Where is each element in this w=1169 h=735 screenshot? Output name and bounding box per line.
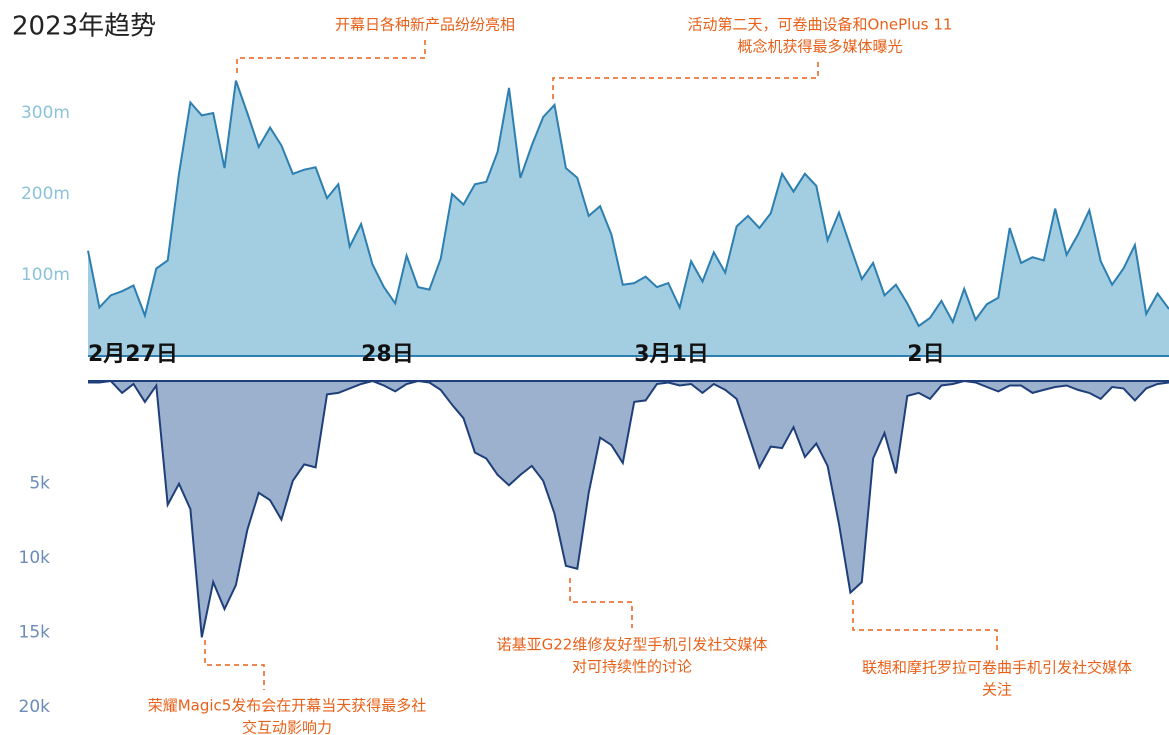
annotation-text: 联想和摩托罗拉可卷曲手机引发社交媒体 <box>862 659 1132 677</box>
x-tick-label: 28日 <box>361 342 414 367</box>
annotation-leader <box>236 40 426 76</box>
area-line <box>88 379 1169 638</box>
annotation-text: 对可持续性的讨论 <box>572 658 692 676</box>
x-tick-label: 2日 <box>907 342 944 367</box>
annotation-leader <box>569 578 633 628</box>
y-tick-label: 300m <box>21 103 70 123</box>
y-tick-label: 20k <box>19 697 51 717</box>
y-tick-label: 5k <box>29 474 50 494</box>
chart-title: 2023年趋势 <box>12 12 156 42</box>
y-tick-label: 15k <box>19 623 51 643</box>
annotation-text: 交互动影响力 <box>242 719 332 735</box>
y-tick-label: 200m <box>21 184 70 204</box>
y-tick-label: 100m <box>21 265 70 285</box>
annotation-text: 关注 <box>982 681 1012 699</box>
x-tick-label: 2月27日 <box>88 342 178 367</box>
annotation-text: 概念机获得最多媒体曝光 <box>737 38 902 56</box>
annotation-leader <box>852 600 998 652</box>
annotation-text: 荣耀Magic5发布会在开幕当天获得最多社 <box>148 697 427 715</box>
annotation-leader <box>552 62 819 100</box>
annotation-leader <box>204 640 265 690</box>
x-tick-label: 3月1日 <box>634 342 709 367</box>
area-line <box>87 80 1169 328</box>
annotation-text: 活动第二天，可卷曲设备和OnePlus 11 <box>688 16 953 34</box>
y-tick-label: 10k <box>19 548 51 568</box>
area-fill <box>88 381 1169 638</box>
annotation-text: 开幕日各种新产品纷纷亮相 <box>335 16 515 34</box>
area-fill <box>88 80 1169 356</box>
annotation-text: 诺基亚G22维修友好型手机引发社交媒体 <box>497 636 768 654</box>
